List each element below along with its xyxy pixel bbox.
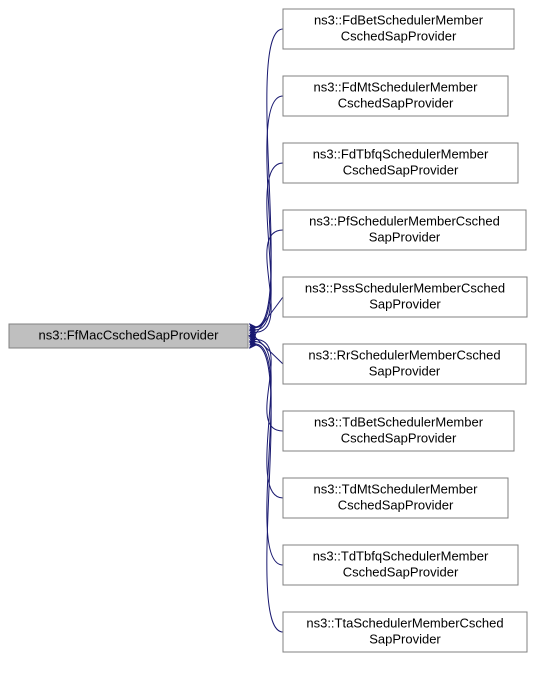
child-node-8-label-1: CschedSapProvider [343, 564, 459, 579]
nodes-layer: ns3::FfMacCschedSapProvider ns3::FdBetSch… [9, 9, 527, 652]
child-node-5: ns3::RrSchedulerMemberCschedSapProvider [283, 344, 526, 384]
child-node-2: ns3::FdTbfqSchedulerMemberCschedSapProvi… [283, 143, 518, 183]
root-node: ns3::FfMacCschedSapProvider [9, 324, 248, 348]
child-node-1-label-0: ns3::FdMtSchedulerMember [313, 79, 478, 94]
child-node-5-label-0: ns3::RrSchedulerMemberCsched [308, 347, 500, 362]
child-node-2-label-1: CschedSapProvider [343, 162, 459, 177]
edge-5 [255, 337, 283, 364]
child-node-0: ns3::FdBetSchedulerMemberCschedSapProvid… [283, 9, 514, 49]
child-node-1-label-1: CschedSapProvider [338, 95, 454, 110]
child-node-9: ns3::TtaSchedulerMemberCschedSapProvider [283, 612, 527, 652]
child-node-4-label-1: SapProvider [369, 296, 441, 311]
edge-8 [255, 344, 283, 565]
root-node-label-0: ns3::FfMacCschedSapProvider [39, 327, 220, 342]
child-node-9-label-0: ns3::TtaSchedulerMemberCsched [306, 615, 503, 630]
child-node-0-label-1: CschedSapProvider [341, 28, 457, 43]
child-node-6: ns3::TdBetSchedulerMemberCschedSapProvid… [283, 411, 514, 451]
child-node-7: ns3::TdMtSchedulerMemberCschedSapProvide… [283, 478, 508, 518]
child-node-5-label-1: SapProvider [369, 363, 441, 378]
child-node-6-label-1: CschedSapProvider [341, 430, 457, 445]
child-node-7-label-0: ns3::TdMtSchedulerMember [313, 481, 478, 496]
child-node-8: ns3::TdTbfqSchedulerMemberCschedSapProvi… [283, 545, 518, 585]
child-node-3-label-0: ns3::PfSchedulerMemberCsched [309, 213, 500, 228]
child-node-6-label-0: ns3::TdBetSchedulerMember [314, 414, 484, 429]
child-node-8-label-0: ns3::TdTbfqSchedulerMember [313, 548, 489, 563]
edges-layer [255, 29, 283, 632]
child-node-2-label-0: ns3::FdTbfqSchedulerMember [313, 146, 489, 161]
child-node-4: ns3::PssSchedulerMemberCschedSapProvider [283, 277, 527, 317]
child-node-1: ns3::FdMtSchedulerMemberCschedSapProvide… [283, 76, 508, 116]
child-node-9-label-1: SapProvider [369, 631, 441, 646]
child-node-7-label-1: CschedSapProvider [338, 497, 454, 512]
child-node-0-label-0: ns3::FdBetSchedulerMember [314, 12, 484, 27]
edge-1 [255, 96, 283, 328]
child-node-4-label-0: ns3::PssSchedulerMemberCsched [305, 280, 505, 295]
child-node-3: ns3::PfSchedulerMemberCschedSapProvider [283, 210, 526, 250]
child-node-3-label-1: SapProvider [369, 229, 441, 244]
